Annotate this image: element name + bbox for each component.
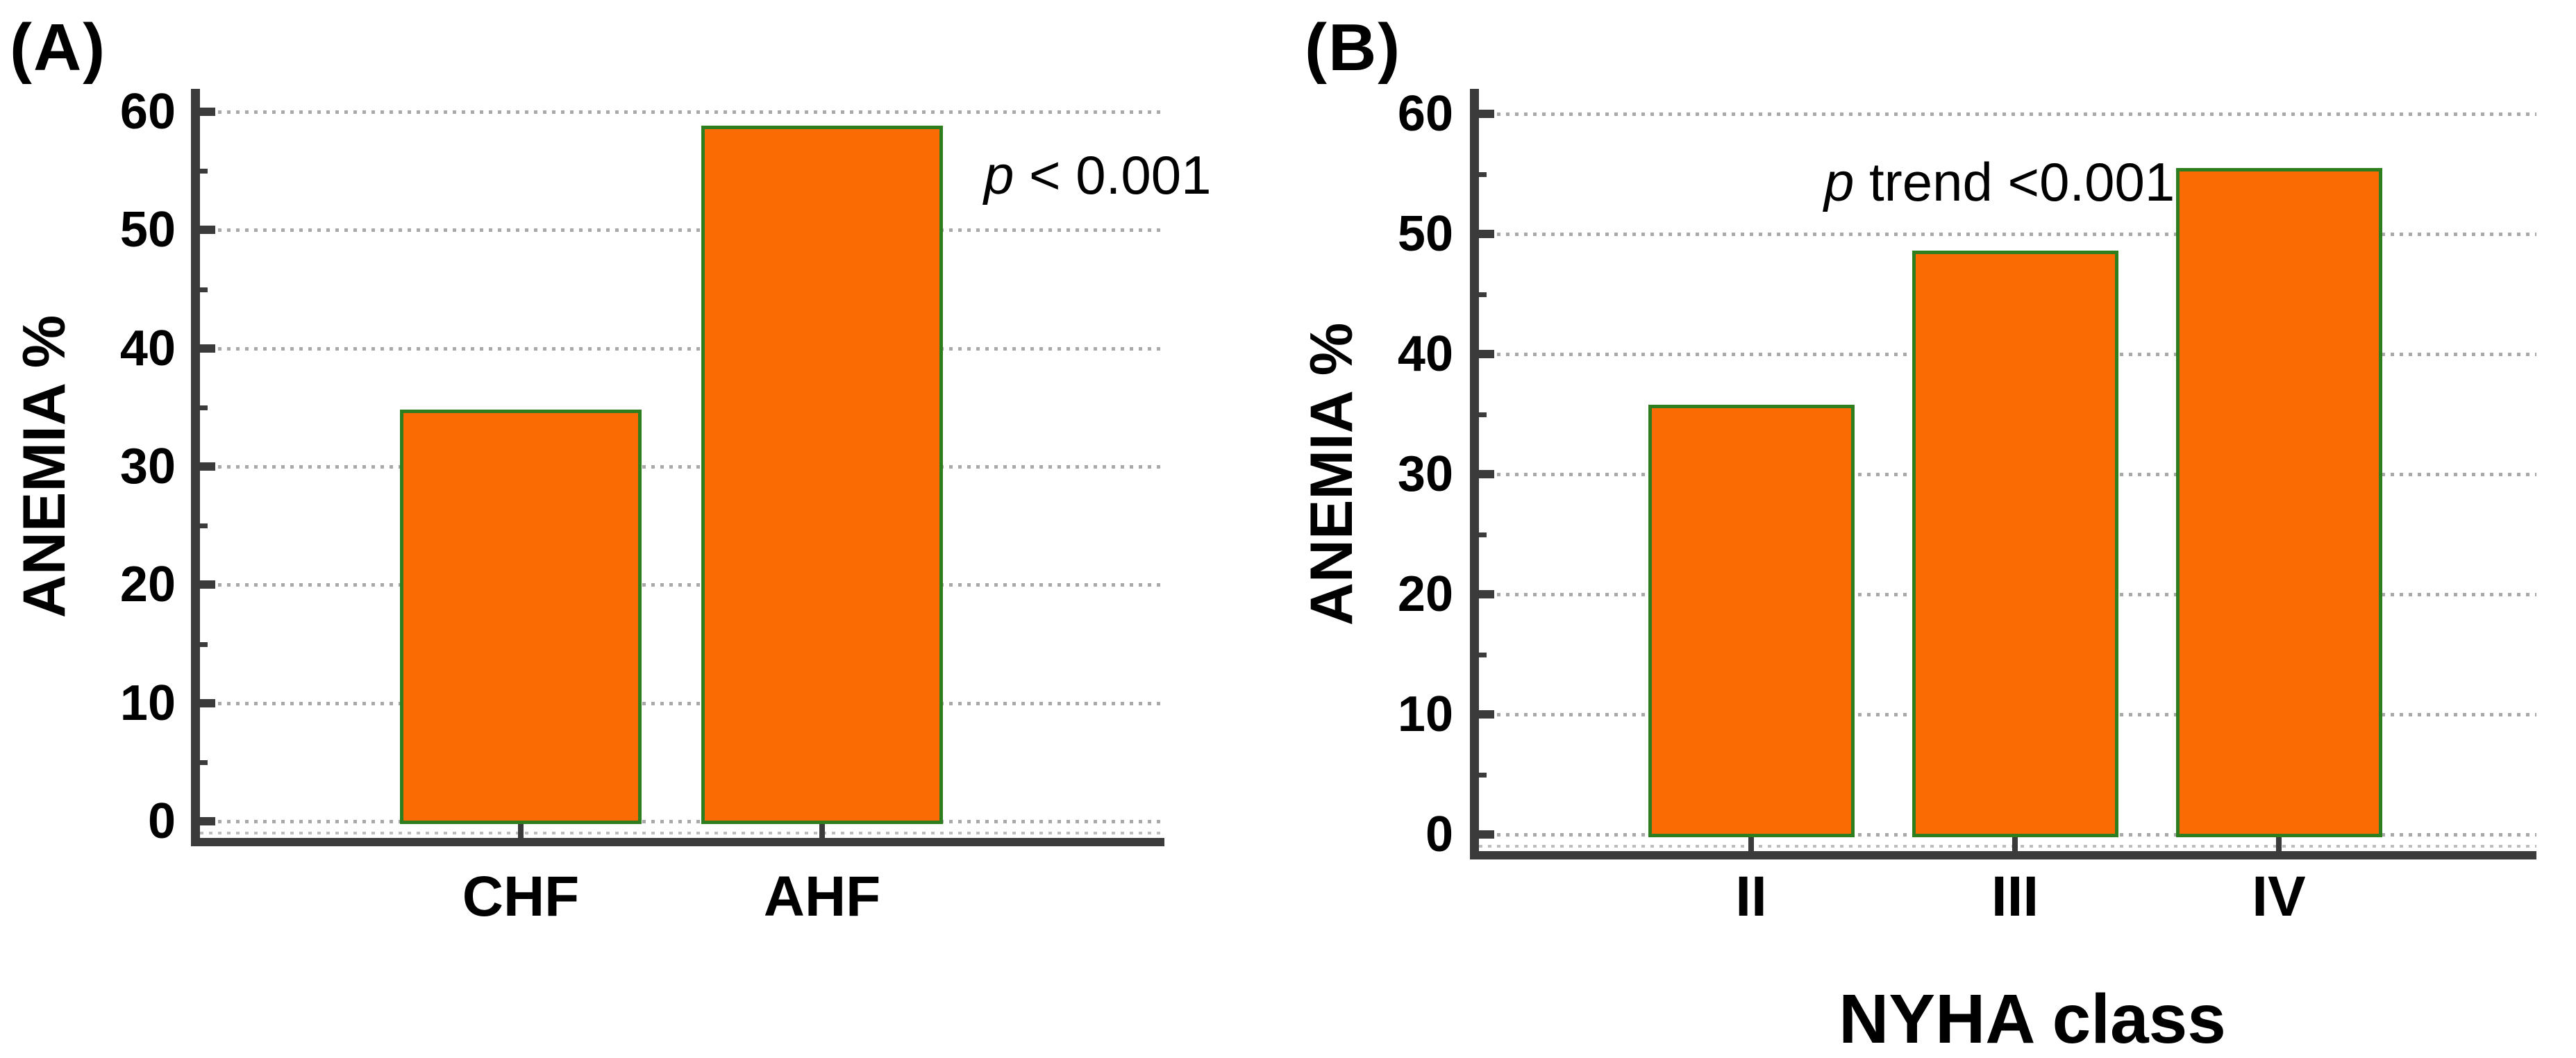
panel-a-ytick-major-50: [200, 226, 215, 234]
panel-a-ytick-label-40: 40: [119, 321, 176, 376]
panel-b-y-axis: [1470, 89, 1479, 859]
panel-a-ytick-label-0: 0: [147, 794, 176, 849]
panel-b-bar-IV: [2176, 168, 2382, 837]
panel-b-p-text: trend <0.001: [1854, 151, 2175, 212]
panel-b-ytick-major-30: [1479, 470, 1494, 478]
panel-a-bar-AHF: [701, 126, 943, 824]
panel-b-category-label-II: II: [1735, 865, 1767, 928]
panel-a-y-axis: [191, 89, 200, 846]
panel-b-axis-offset-dotted-line: [1479, 845, 2536, 848]
panel-a-x-axis: [191, 838, 1164, 846]
panel-b-p-italic: p: [1824, 151, 1855, 212]
panel-a-ytick-minor-5: [200, 760, 208, 765]
panel-a-gridline-60: [200, 110, 1164, 114]
panel-b-ytick-minor-15: [1479, 653, 1487, 657]
panel-a-axis-offset-dotted-line: [200, 832, 1164, 834]
panel-a-xtick-CHF: [518, 824, 524, 838]
panel-b-ytick-label-0: 0: [1425, 807, 1453, 862]
panel-b-ytick-minor-45: [1479, 292, 1487, 297]
panel-b-letter: (B): [1305, 10, 1402, 85]
panel-a-ytick-major-10: [200, 699, 215, 707]
panel-a-letter: (A): [10, 10, 107, 85]
panel-b-ytick-label-30: 30: [1397, 446, 1453, 502]
panel-a-ytick-label-50: 50: [119, 202, 176, 258]
panel-a-gridline-10: [200, 702, 1164, 705]
panel-b-x-axis: [1470, 851, 2536, 859]
panel-b-xtick-II: [1748, 837, 1754, 851]
panel-b-category-label-III: III: [1991, 865, 2039, 928]
panel-b-ytick-major-10: [1479, 710, 1494, 719]
panel-b-y-axis-title: ANEMIA %: [1298, 322, 1365, 626]
panel-b-ytick-major-60: [1479, 110, 1494, 118]
panel-b-bar-II: [1648, 405, 1855, 837]
panel-b-category-label-IV: IV: [2252, 865, 2306, 928]
panel-a-y-axis-title: ANEMIA %: [11, 314, 78, 619]
panel-b-ytick-major-0: [1479, 830, 1494, 839]
panel-b-ytick-label-40: 40: [1397, 326, 1453, 382]
panel-a-ytick-label-20: 20: [119, 557, 176, 612]
panel-a-gridline-50: [200, 228, 1164, 232]
panel-a-category-label-AHF: AHF: [763, 865, 881, 928]
panel-a-gridline-30: [200, 465, 1164, 469]
panel-a-ytick-major-40: [200, 344, 215, 353]
panel-a-ytick-minor-35: [200, 405, 208, 410]
panel-b-ytick-major-20: [1479, 590, 1494, 598]
panel-b-ytick-label-20: 20: [1397, 566, 1453, 622]
panel-b-gridline-60: [1479, 112, 2536, 116]
panel-b-p-value-annotation: p trend <0.001: [1824, 155, 2175, 209]
panel-a-xtick-AHF: [819, 824, 825, 838]
panel-b-bar-III: [1912, 251, 2118, 837]
panel-b-ytick-major-40: [1479, 350, 1494, 358]
panel-a-p-text: < 0.001: [1014, 144, 1212, 205]
panel-a-ytick-label-30: 30: [119, 439, 176, 494]
panel-a-ytick-minor-55: [200, 169, 208, 174]
panel-a-gridline-0: [200, 820, 1164, 823]
panel-a-ytick-minor-25: [200, 523, 208, 528]
panel-b-ytick-major-50: [1479, 230, 1494, 238]
panel-b-ytick-minor-5: [1479, 773, 1487, 778]
panel-b-gridline-50: [1479, 233, 2536, 236]
panel-b-ytick-minor-35: [1479, 412, 1487, 417]
panel-b-xtick-IV: [2276, 837, 2282, 851]
panel-a-bar-CHF: [400, 410, 642, 824]
panel-a-category-label-CHF: CHF: [462, 865, 580, 928]
panel-a-ytick-label-60: 60: [119, 84, 176, 140]
panel-a-ytick-major-20: [200, 580, 215, 589]
panel-a-ytick-major-30: [200, 462, 215, 471]
panel-a-ytick-minor-45: [200, 287, 208, 292]
panel-b-ytick-label-10: 10: [1397, 687, 1453, 742]
panel-a-gridline-20: [200, 583, 1164, 587]
panel-b-ytick-label-60: 60: [1397, 86, 1453, 142]
panel-b-ytick-minor-25: [1479, 532, 1487, 537]
panel-b-ytick-label-50: 50: [1397, 206, 1453, 262]
panel-a-ytick-major-60: [200, 108, 215, 116]
panel-a-p-italic: p: [984, 144, 1014, 205]
panel-a-ytick-major-0: [200, 817, 215, 825]
panel-b-ytick-minor-55: [1479, 172, 1487, 177]
panel-a-ytick-label-10: 10: [119, 675, 176, 731]
panel-a-gridline-40: [200, 347, 1164, 351]
panel-b-xtick-III: [2012, 837, 2018, 851]
panel-a-ytick-minor-15: [200, 642, 208, 647]
panel-b-x-axis-title: NYHA class: [1839, 980, 2226, 1058]
panel-a-p-value-annotation: p < 0.001: [984, 148, 1211, 202]
